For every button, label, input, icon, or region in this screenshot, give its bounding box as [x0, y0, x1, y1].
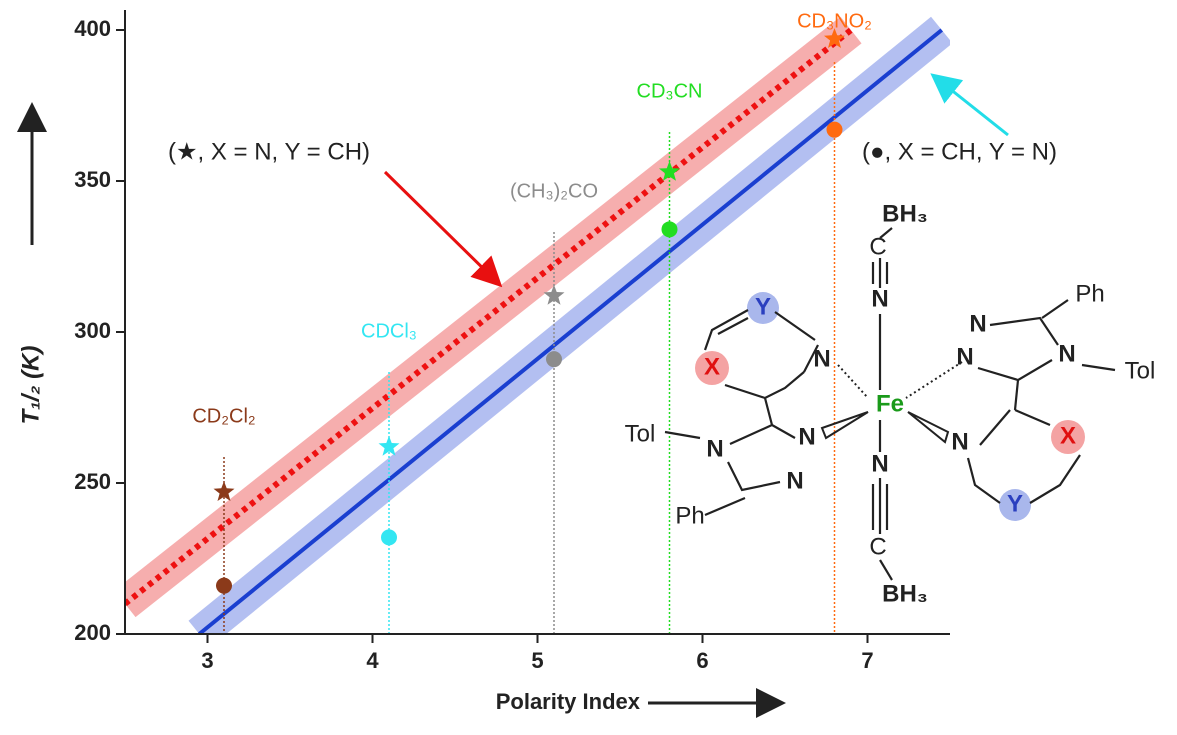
ticks: 3 4 5 6 7 200 250 300 350 400 [74, 16, 873, 673]
solvent-label: CD₂Cl₂ [192, 405, 255, 427]
atom-label: Fe [876, 390, 904, 417]
x-tick-label: 5 [531, 648, 543, 673]
annotation: (★, X = N, Y = CH) [168, 138, 370, 165]
left-ring [703, 309, 819, 400]
circle-point [381, 529, 397, 546]
star-point [659, 160, 680, 181]
x-highlight [695, 351, 729, 385]
atom-label: Y [755, 293, 771, 320]
star-point [378, 435, 400, 456]
axial-bonds [871, 227, 893, 581]
x-tick-label: 4 [366, 648, 379, 673]
annotation: (●, X = CH, Y = N) [862, 138, 1057, 165]
y-axis-title: T₁/₂ (K) [17, 346, 44, 425]
circle-point [216, 577, 232, 594]
y-highlight [747, 292, 779, 324]
structure-bonds [664, 227, 1116, 581]
atom-label: Y [1007, 490, 1023, 517]
atom-label: N [871, 450, 888, 477]
star-point [543, 284, 565, 305]
cyan-arrow [930, 73, 1009, 137]
atom-label: Ph [1075, 280, 1104, 307]
atom-label: BH₃ [882, 580, 928, 607]
red-arrow [383, 170, 503, 288]
fit-line [125, 27, 853, 607]
atom-label: N [813, 345, 830, 372]
atom-label: X [704, 353, 720, 380]
y-tick-label: 350 [74, 167, 111, 192]
x-tick-label: 6 [696, 648, 708, 673]
atom-label: N [956, 343, 973, 370]
y-tick-label: 400 [74, 16, 111, 41]
circle-point [826, 121, 843, 138]
y-tick-label: 200 [74, 620, 111, 645]
atom-label: N [969, 310, 986, 337]
plot-area [125, 16, 950, 634]
y-tick-label: 300 [74, 318, 111, 343]
atom-label: Tol [1125, 357, 1156, 384]
x-tick-label: 3 [201, 648, 213, 673]
x-axis-title: Polarity Index [496, 689, 641, 714]
x-highlight [1051, 420, 1085, 454]
left-triazole [664, 397, 796, 517]
atom-label: N [871, 285, 888, 312]
solvent-label: CDCl₃ [361, 320, 417, 342]
right-ring [966, 408, 1081, 504]
atom-label: BH₃ [882, 200, 928, 227]
guides: CD₂Cl₂ CDCl₃ (CH₃)₂CO CD₃CN CD₃NO₂ [192, 10, 872, 634]
fit-line [197, 28, 944, 634]
y-tick-label: 250 [74, 469, 111, 494]
atom-label: Ph [675, 502, 704, 529]
atom-label: N [786, 467, 803, 494]
atom-label: Tol [625, 420, 656, 447]
atom-label: X [1060, 422, 1076, 449]
hashed-bonds [837, 361, 963, 399]
atom-label: N [798, 423, 815, 450]
wedge-bonds [820, 411, 950, 444]
solvent-label: CD₃NO₂ [797, 10, 872, 32]
atom-label: C [869, 233, 886, 260]
star-point [213, 481, 235, 501]
atom-label: N [1058, 340, 1075, 367]
x-tick-label: 7 [861, 648, 873, 673]
circle-point [661, 221, 678, 238]
y-highlight [999, 489, 1031, 521]
atom-label: C [869, 533, 886, 560]
atom-label: N [951, 428, 968, 455]
atom-label: N [706, 435, 723, 462]
star-point [824, 28, 845, 48]
right-triazole [977, 299, 1116, 411]
solvent-label: CD₃CN [637, 80, 703, 102]
solvent-label: (CH₃)₂CO [510, 180, 598, 202]
circle-point [546, 351, 562, 368]
